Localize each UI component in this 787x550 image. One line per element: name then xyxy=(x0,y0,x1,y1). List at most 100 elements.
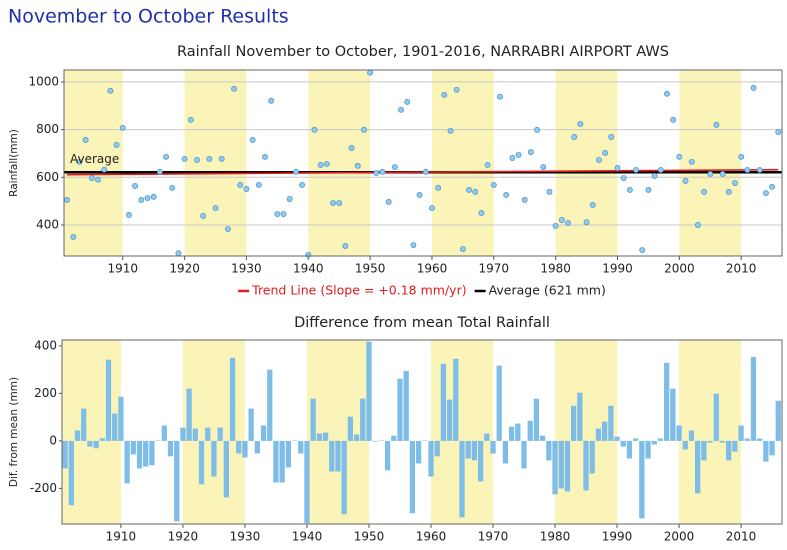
data-point xyxy=(342,243,349,249)
bar xyxy=(726,440,732,461)
data-point xyxy=(286,196,293,202)
decade-band xyxy=(555,70,618,256)
data-point xyxy=(125,212,132,218)
y-tick-label: 0 xyxy=(49,433,57,447)
bar xyxy=(105,359,112,441)
decade-band xyxy=(555,340,618,524)
bar xyxy=(465,440,471,459)
bar xyxy=(440,363,447,441)
x-tick-label: 1930 xyxy=(231,262,262,276)
data-point xyxy=(503,192,510,198)
data-point xyxy=(459,246,466,253)
data-point xyxy=(274,211,281,217)
bar xyxy=(533,398,540,441)
bar xyxy=(161,425,167,441)
data-point xyxy=(664,90,670,97)
bar xyxy=(496,365,502,441)
data-point xyxy=(237,181,244,188)
bar xyxy=(682,440,688,450)
data-point xyxy=(744,166,751,173)
bar xyxy=(372,440,378,442)
bar xyxy=(118,396,124,441)
data-point xyxy=(534,126,541,133)
data-point xyxy=(732,180,738,186)
data-point xyxy=(484,161,491,168)
bar xyxy=(217,427,223,441)
bar xyxy=(750,356,757,441)
bar xyxy=(192,428,198,441)
data-point xyxy=(156,168,163,175)
x-tick-label: 1950 xyxy=(354,530,385,544)
bar xyxy=(397,378,403,441)
x-tick-label: 2000 xyxy=(664,530,695,544)
data-point xyxy=(595,156,602,163)
data-point xyxy=(268,97,275,104)
bar xyxy=(446,399,453,441)
data-point xyxy=(305,251,312,258)
bar xyxy=(626,440,633,459)
bar xyxy=(564,440,571,492)
bar xyxy=(285,440,291,468)
x-tick-label: 1970 xyxy=(478,530,509,544)
data-point xyxy=(602,150,609,156)
data-point xyxy=(169,184,176,191)
data-point xyxy=(707,171,714,177)
data-point xyxy=(163,153,169,160)
x-tick-label: 2010 xyxy=(726,262,757,276)
bar xyxy=(341,440,347,515)
data-point xyxy=(132,182,139,189)
data-point xyxy=(373,170,380,176)
bar xyxy=(459,440,465,518)
data-point xyxy=(682,177,689,184)
bar xyxy=(87,440,93,447)
bar xyxy=(273,440,279,483)
data-point xyxy=(577,120,584,127)
data-point xyxy=(212,205,219,212)
data-point xyxy=(206,155,213,162)
bar xyxy=(180,427,186,441)
bar xyxy=(136,440,143,469)
data-point xyxy=(398,106,404,113)
bar xyxy=(254,440,260,454)
data-point xyxy=(88,175,95,181)
decade-band xyxy=(431,70,494,256)
data-point xyxy=(435,184,442,191)
bar xyxy=(527,420,533,441)
data-point xyxy=(82,136,89,143)
bar xyxy=(248,408,254,441)
bar xyxy=(347,416,354,441)
x-tick-label: 1910 xyxy=(107,262,138,276)
bar xyxy=(558,440,564,489)
data-point xyxy=(521,197,528,203)
decade-band xyxy=(306,340,369,524)
data-point xyxy=(336,200,343,207)
bar xyxy=(775,400,781,441)
bar xyxy=(310,398,316,441)
bar xyxy=(589,440,595,474)
bar xyxy=(701,440,707,461)
data-point xyxy=(194,156,200,163)
bar xyxy=(651,440,657,445)
data-point xyxy=(262,153,268,160)
bar xyxy=(236,440,242,454)
data-point xyxy=(626,186,633,193)
data-point xyxy=(620,175,627,181)
data-point xyxy=(719,171,726,177)
data-point xyxy=(558,217,565,223)
bar xyxy=(732,440,738,452)
bar xyxy=(639,440,645,519)
bar xyxy=(719,440,726,443)
x-tick-label: 1940 xyxy=(293,262,324,276)
data-point xyxy=(181,155,188,162)
x-tick-label: 1930 xyxy=(230,530,261,544)
bar xyxy=(539,435,546,441)
bar xyxy=(434,440,440,457)
data-point xyxy=(453,86,460,93)
data-point xyxy=(775,129,782,135)
data-point xyxy=(441,91,448,98)
data-point xyxy=(645,186,652,193)
x-tick-label: 1950 xyxy=(355,262,386,276)
bar xyxy=(471,440,478,461)
decade-band xyxy=(679,70,742,256)
bar xyxy=(186,388,192,441)
